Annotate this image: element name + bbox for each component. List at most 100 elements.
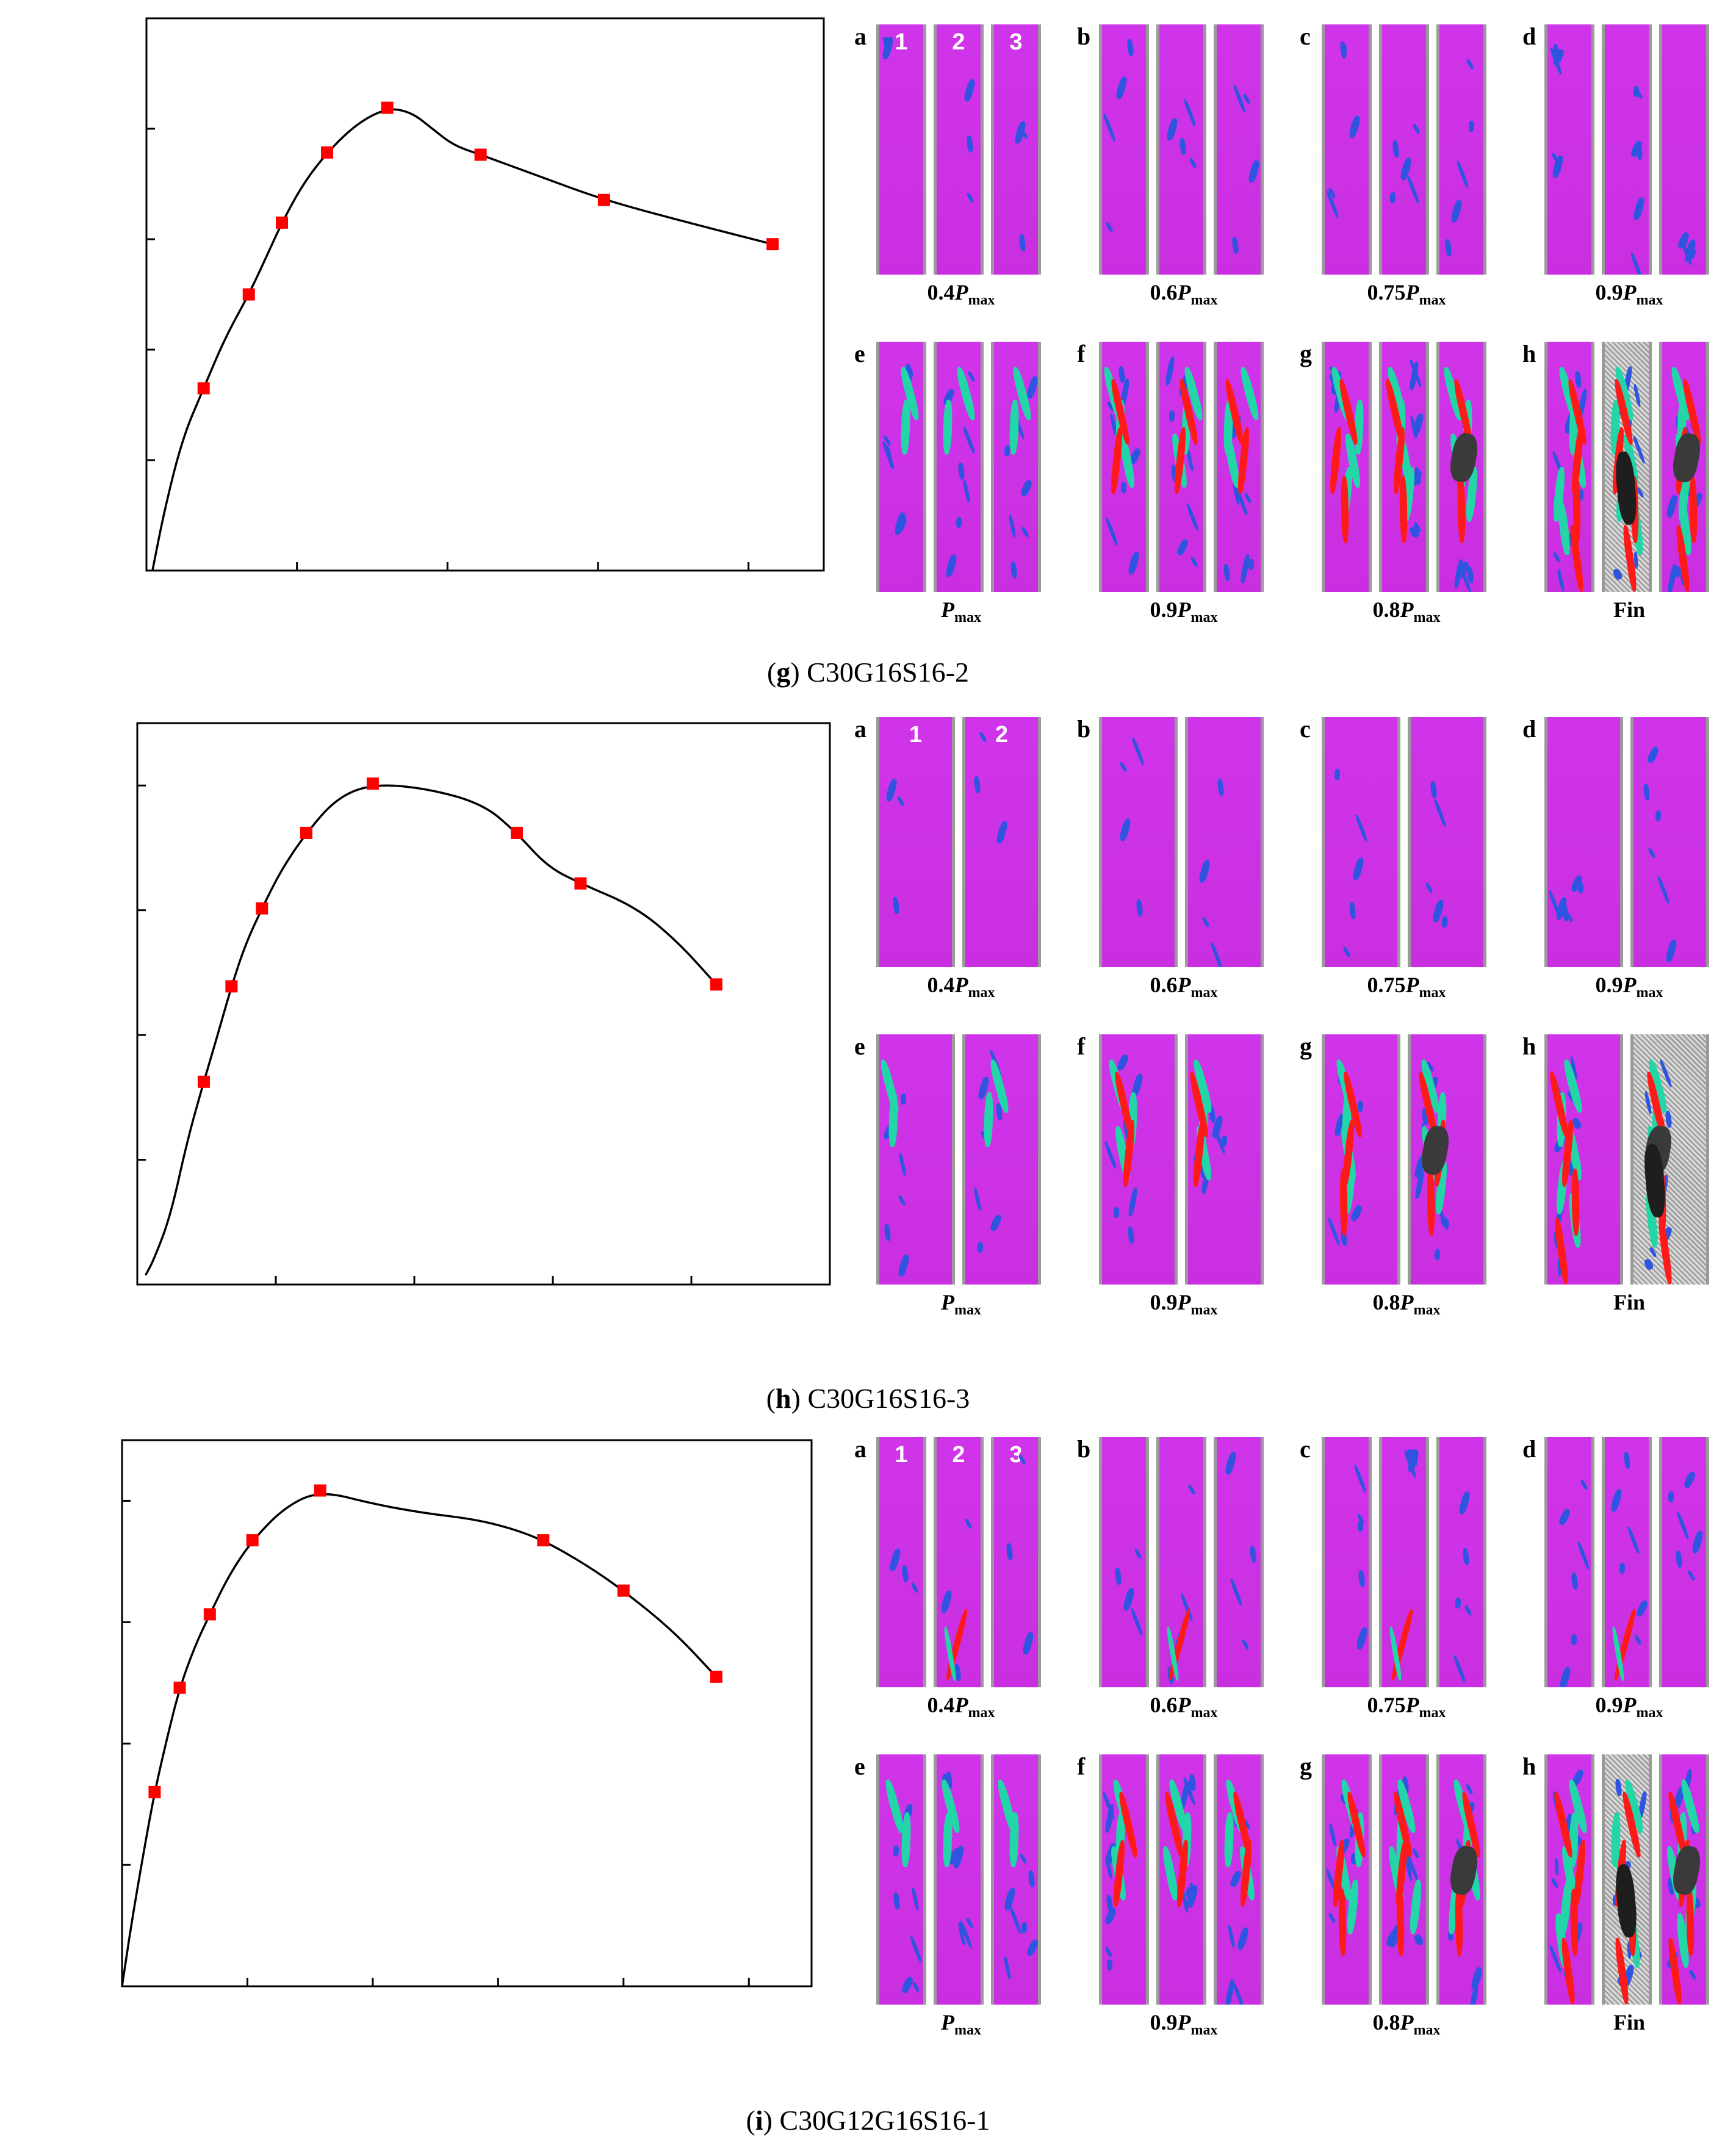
frame-letter: d — [1522, 23, 1536, 50]
specimen-strip — [934, 1754, 984, 2005]
crack-region — [940, 1589, 954, 1614]
crack-region — [1131, 737, 1145, 766]
frame-letter: f — [1077, 1753, 1086, 1780]
data-marker-d — [321, 146, 333, 159]
specimen-strip — [1408, 1034, 1486, 1285]
caption-letter: i — [755, 2105, 763, 2136]
crack-region — [1649, 1246, 1658, 1258]
data-marker-b — [242, 288, 255, 301]
data-marker-a — [197, 382, 210, 395]
crack-region — [1557, 1507, 1572, 1527]
crack-region — [995, 820, 1009, 845]
crack-region — [1341, 43, 1347, 56]
frame-load-label: 0.9Pmax — [1150, 597, 1218, 626]
specimen-strip — [1099, 717, 1178, 967]
frame-load-label: Fin — [1613, 1290, 1645, 1314]
crack-region — [1670, 1844, 1703, 1897]
crack-region — [1554, 1858, 1559, 1875]
crack-region — [1226, 1924, 1236, 1948]
crack-region — [942, 399, 953, 455]
crack-region — [1682, 1471, 1697, 1490]
crack-region — [910, 1582, 920, 1594]
crack-region — [1615, 1778, 1623, 1797]
crack-region — [1569, 1888, 1579, 1956]
crack-region — [1633, 383, 1642, 407]
strip-number: 3 — [1009, 29, 1023, 55]
crack-region — [964, 1518, 973, 1530]
specimen-strip — [1602, 342, 1652, 592]
crack-region — [1249, 1545, 1258, 1563]
crack-region — [989, 1213, 1003, 1233]
crack-region — [1006, 1543, 1014, 1561]
plot-frame — [121, 1439, 813, 1988]
crack-region — [1020, 526, 1029, 538]
specimen-strip — [876, 1034, 955, 1285]
load-curve — [151, 108, 773, 571]
crack-region — [1433, 798, 1447, 827]
crack-region — [1119, 761, 1128, 773]
specimen-strips — [1322, 24, 1486, 275]
specimen-strip — [1156, 24, 1206, 275]
crack-region — [1189, 157, 1198, 169]
crack-region — [1629, 251, 1644, 275]
data-marker-g — [617, 1584, 630, 1597]
crack-region — [1008, 514, 1017, 538]
crack-region — [1623, 1451, 1631, 1469]
specimen-strip — [991, 1754, 1041, 2005]
crack-region — [956, 516, 962, 528]
crack-region — [1643, 783, 1651, 801]
frame-letter: e — [854, 1753, 865, 1780]
specimen-strip — [1379, 342, 1429, 592]
specimen-strip — [1322, 1754, 1372, 2005]
crack-region — [973, 1187, 982, 1211]
specimen-strip — [1322, 1034, 1400, 1285]
crack-region — [1550, 1877, 1560, 1889]
crack-region — [1632, 196, 1646, 221]
specimen-strip — [1630, 1034, 1709, 1285]
crack-region — [1353, 1464, 1367, 1493]
frame-letter: c — [1300, 23, 1311, 50]
crack-region — [1576, 1541, 1591, 1570]
crack-region — [888, 1547, 902, 1572]
crack-region — [1328, 1823, 1337, 1847]
crack-region — [1120, 482, 1126, 494]
crack-region — [1455, 1597, 1461, 1609]
frame-letter: b — [1077, 1435, 1091, 1463]
frame-letter: a — [854, 1435, 866, 1463]
crack-region — [1126, 550, 1140, 575]
caption-text: C30G16S16-2 — [807, 657, 969, 688]
crack-region — [1408, 1879, 1423, 1935]
crack-region — [1392, 140, 1400, 158]
crack-region — [1688, 475, 1698, 544]
crack-region — [897, 1194, 906, 1206]
crack-region — [965, 192, 974, 204]
frame-load-label: 0.9Pmax — [1150, 1290, 1218, 1319]
specimen-strip — [1322, 24, 1372, 275]
crack-region — [1665, 494, 1679, 519]
crack-region — [1102, 113, 1117, 142]
specimen-strip: 1 — [876, 24, 926, 275]
crack-region — [1247, 159, 1261, 184]
specimen-strip — [1156, 342, 1206, 592]
frame-letter: b — [1077, 23, 1091, 50]
frame-load-label: 0.6Pmax — [1150, 973, 1218, 1001]
crack-region — [1571, 1572, 1579, 1590]
caption-text: C30G12G16S16-1 — [779, 2105, 990, 2136]
frame-load-label: 0.9Pmax — [1595, 973, 1663, 1001]
specimen-strip — [1214, 1754, 1264, 2005]
specimen-strip — [1544, 1034, 1623, 1285]
crack-region — [1244, 492, 1253, 503]
frame-letter: h — [1522, 1753, 1536, 1780]
crack-region — [1666, 563, 1678, 592]
specimen-strip — [1214, 342, 1264, 592]
crack-region — [1201, 917, 1211, 928]
strip-number: 1 — [909, 722, 923, 748]
crack-region — [1224, 1451, 1238, 1476]
crack-region — [1186, 1887, 1192, 1899]
crack-region — [1389, 192, 1396, 203]
crack-region — [1190, 556, 1199, 568]
data-marker-e — [381, 101, 394, 114]
specimen-strips — [1099, 1754, 1264, 2005]
specimen-strip: 2 — [962, 717, 1041, 967]
crack-region — [1209, 942, 1224, 967]
